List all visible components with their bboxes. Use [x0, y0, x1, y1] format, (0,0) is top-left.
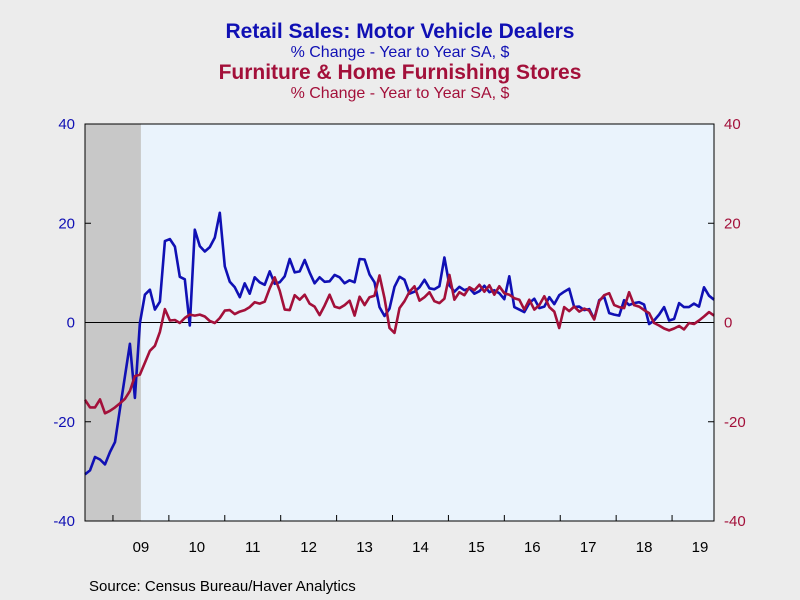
- y-tick-label-right: -40: [724, 513, 746, 530]
- x-tick-label: 18: [636, 539, 653, 556]
- title-motor-vehicle: Retail Sales: Motor Vehicle Dealers: [225, 20, 575, 43]
- plot-border: [84, 123, 715, 522]
- x-tick-label: 12: [300, 539, 317, 556]
- y-tick-label-left: 0: [67, 315, 75, 332]
- series-line-2: [83, 273, 715, 415]
- x-tick-label: 13: [356, 539, 373, 556]
- series-line-1: [84, 211, 715, 476]
- subtitle-motor-vehicle: % Change - Year to Year SA, $: [290, 44, 510, 61]
- x-tick-label: 14: [412, 539, 429, 556]
- y-tick-label-right: -20: [724, 414, 746, 431]
- y-tick-label-right: 0: [724, 315, 732, 332]
- y-tick-label-right: 20: [724, 215, 741, 232]
- y-tick-label-left: -40: [53, 513, 75, 530]
- chart-titles: Retail Sales: Motor Vehicle Dealers % Ch…: [0, 20, 800, 102]
- x-tick-label: 19: [692, 539, 709, 556]
- y-tick-label-left: 20: [58, 215, 75, 232]
- x-tick-label: 09: [133, 539, 150, 556]
- x-tick-label: 16: [524, 539, 541, 556]
- source-note: Source: Census Bureau/Haver Analytics: [89, 578, 356, 595]
- x-tick-label: 17: [580, 539, 597, 556]
- subtitle-furniture: % Change - Year to Year SA, $: [290, 85, 510, 102]
- x-tick-label: 11: [245, 539, 261, 556]
- y-tick-label-right: 40: [724, 116, 741, 133]
- x-tick-label: 15: [468, 539, 485, 556]
- x-tick-label: 10: [188, 539, 205, 556]
- title-furniture: Furniture & Home Furnishing Stores: [218, 61, 582, 84]
- y-tick-label-left: -20: [53, 414, 75, 431]
- y-tick-label-left: 40: [58, 116, 75, 133]
